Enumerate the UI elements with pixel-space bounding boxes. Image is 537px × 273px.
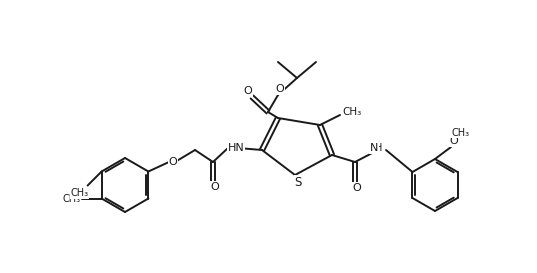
- Text: CH₃: CH₃: [70, 188, 89, 198]
- Text: CH₃: CH₃: [343, 107, 361, 117]
- Text: O: O: [169, 157, 177, 167]
- Text: CH₃: CH₃: [62, 194, 81, 203]
- Text: CH₃: CH₃: [452, 128, 470, 138]
- Text: H: H: [375, 143, 383, 153]
- Text: S: S: [294, 176, 302, 188]
- Text: N: N: [370, 143, 378, 153]
- Text: O: O: [211, 182, 220, 192]
- Text: O: O: [244, 86, 252, 96]
- Text: HN: HN: [228, 143, 244, 153]
- Text: O: O: [275, 84, 285, 94]
- Text: O: O: [353, 183, 361, 193]
- Text: O: O: [449, 136, 459, 146]
